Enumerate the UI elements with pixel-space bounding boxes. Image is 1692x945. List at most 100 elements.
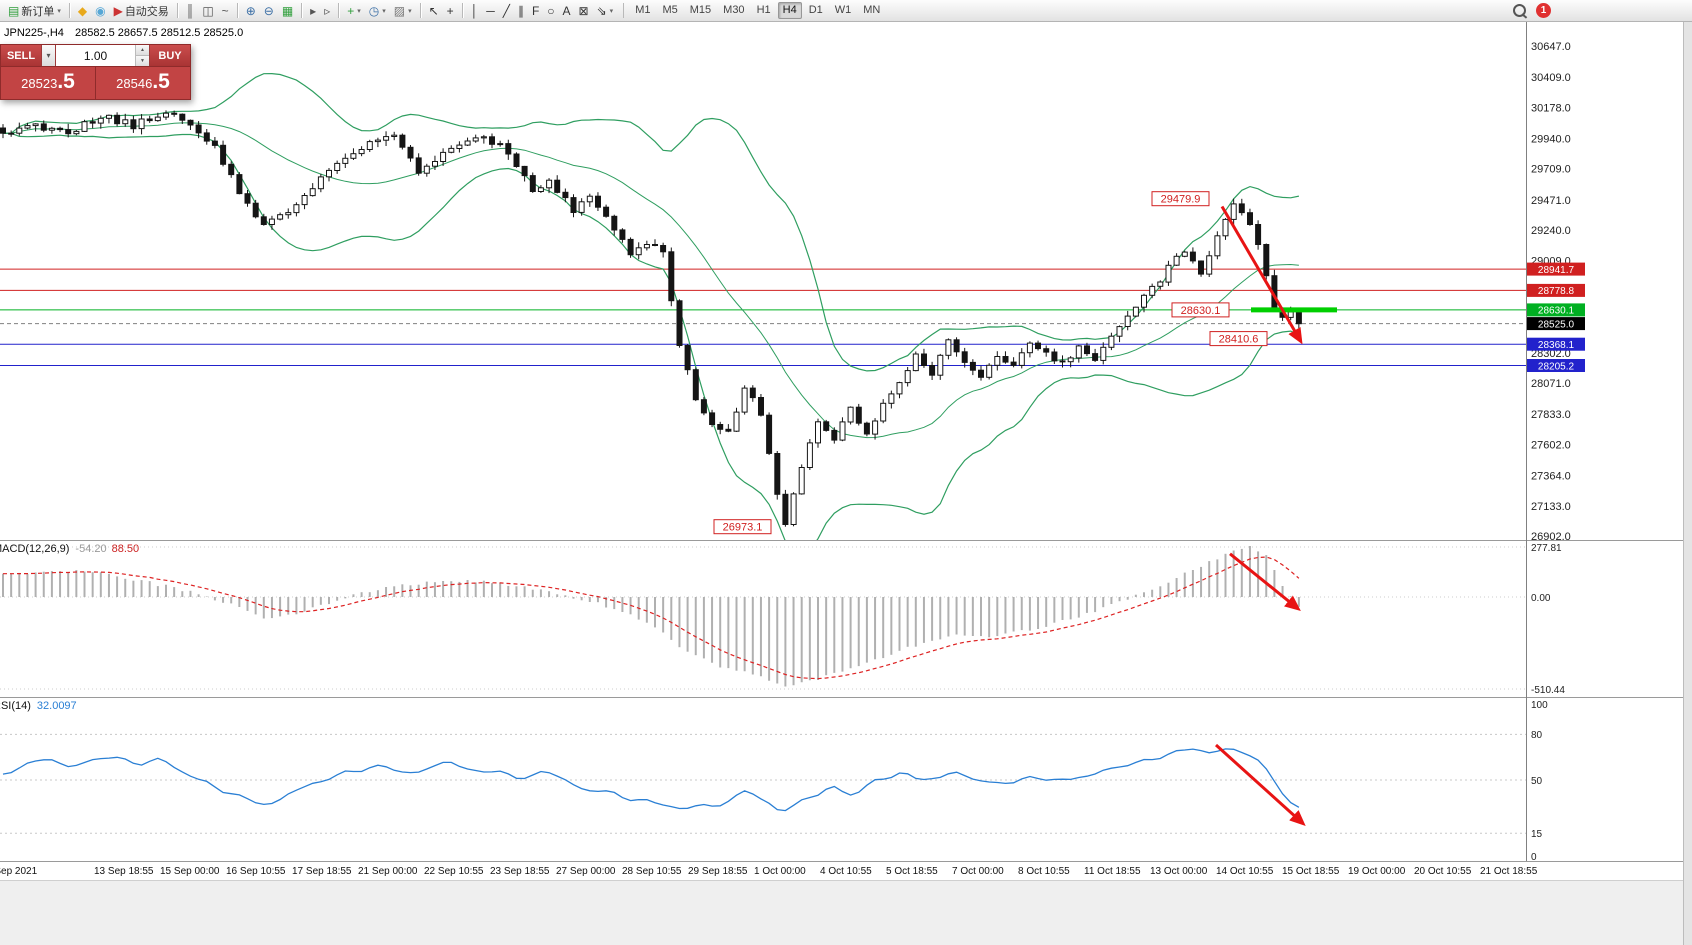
macd-axis-label: -510.44 bbox=[1531, 685, 1565, 696]
time-axis-label: 21 Sep 00:00 bbox=[358, 866, 418, 877]
buy-price[interactable]: 28546 .5 bbox=[96, 67, 190, 99]
sell-price-prefix: 28523 bbox=[21, 76, 58, 91]
text-label-button[interactable]: ⊠ bbox=[575, 1, 593, 20]
rsi-panel-canvas[interactable]: 100 80 50 15 0 bbox=[0, 697, 1692, 861]
time-axis-label: 5 Oct 18:55 bbox=[886, 866, 938, 877]
vertical-line-button[interactable]: │ bbox=[467, 1, 483, 20]
price-axis-badge bbox=[1527, 283, 1585, 297]
community-button[interactable]: ◉ bbox=[91, 1, 109, 20]
price-axis-badge-text: 28778.8 bbox=[1538, 286, 1575, 297]
chart-title: JPN225-,H4 28582.5 28657.5 28512.5 28525… bbox=[4, 27, 243, 39]
toolbar-separator bbox=[236, 3, 238, 18]
zoom-out-button[interactable]: ⊖ bbox=[260, 1, 278, 20]
price-annotation-box[interactable] bbox=[713, 519, 772, 535]
chevron-down-icon: ▾ bbox=[609, 7, 614, 15]
mql5-wizard-button[interactable]: ◆ bbox=[74, 1, 91, 20]
horizontal-line-button[interactable]: ─ bbox=[482, 1, 499, 20]
timeframe-m15-button[interactable]: M15 bbox=[689, 3, 712, 16]
rsi-indicator-label: RSI(14) 32.0097 bbox=[0, 700, 77, 712]
line-chart-button[interactable]: ~ bbox=[218, 1, 233, 20]
buy-button[interactable]: BUY bbox=[150, 45, 190, 66]
text-button[interactable]: A bbox=[559, 1, 575, 20]
timeframe-toolbar: M1 M5 M15 M30 H1 H4 D1 W1 MN bbox=[623, 1, 886, 20]
sell-button[interactable]: SELL bbox=[1, 45, 41, 66]
price-chart-canvas[interactable]: 29479.9 28630.1 28410.6 26973.1 30647.0 30409… bbox=[0, 22, 1692, 540]
tile-windows-button[interactable]: ▦ bbox=[278, 1, 297, 20]
mql5-wizard-icon: ◆ bbox=[77, 3, 88, 18]
price-annotation-box[interactable] bbox=[1151, 191, 1210, 207]
toolbar-separator bbox=[176, 3, 178, 18]
time-axis-label: 21 Oct 18:55 bbox=[1480, 866, 1538, 877]
bar-chart-button[interactable]: ║ bbox=[182, 1, 199, 20]
price-annotation-box[interactable] bbox=[1209, 331, 1268, 347]
shapes-button[interactable]: ○ bbox=[543, 1, 558, 20]
timeframe-m5-button[interactable]: M5 bbox=[662, 3, 678, 16]
timeframe-m30-button[interactable]: M30 bbox=[723, 3, 745, 16]
templates-button[interactable]: ▨ ▾ bbox=[390, 1, 416, 20]
timeframe-h1-button[interactable]: H1 bbox=[756, 3, 771, 16]
text-icon: A bbox=[562, 3, 571, 18]
equidistant-channel-icon: ∥ bbox=[517, 3, 524, 18]
toolbar-separator bbox=[338, 3, 340, 18]
time-axis[interactable]: 9 Sep 2021 13 Sep 18:55 15 Sep 00:00 16 Sep… bbox=[0, 861, 1692, 880]
spinner-up-icon[interactable]: ▲ bbox=[136, 45, 149, 56]
chart-shift-button[interactable]: ▹ bbox=[320, 1, 334, 20]
spinner-down-icon[interactable]: ▼ bbox=[136, 56, 149, 66]
new-order-label: 新订单 bbox=[21, 5, 55, 18]
price-annotation-text: 29479.9 bbox=[1161, 194, 1201, 206]
cursor-icon: ↖ bbox=[428, 3, 439, 18]
price-annotation-box[interactable] bbox=[1171, 302, 1230, 318]
text-label-icon: ⊠ bbox=[578, 3, 589, 18]
crosshair-button[interactable]: + bbox=[443, 1, 458, 20]
price-axis-label: 29009.0 bbox=[1531, 255, 1571, 267]
price-axis-badge-text: 28368.1 bbox=[1538, 340, 1575, 351]
rsi-downtrend-arrow[interactable] bbox=[1214, 743, 1306, 826]
zoom-in-button[interactable]: ⊕ bbox=[242, 1, 260, 20]
downtrend-arrow[interactable] bbox=[1220, 205, 1303, 345]
one-click-trading-panel: SELL ▾ 1.00 ▲ ▼ BUY 28523 .5 28546 bbox=[0, 44, 191, 100]
toolbar-separator bbox=[301, 3, 303, 18]
equidistant-channel-button[interactable]: ∥ bbox=[514, 1, 528, 20]
trade-panel-controls: SELL ▾ 1.00 ▲ ▼ BUY bbox=[1, 45, 190, 66]
macd-panel-canvas[interactable]: 277.81 0.00 -510.44 bbox=[0, 540, 1692, 697]
autotrading-button[interactable]: ▶ 自动交易 bbox=[110, 1, 173, 20]
search-icon[interactable] bbox=[1512, 3, 1527, 18]
shapes-icon: ○ bbox=[547, 3, 555, 18]
trend-line-button[interactable]: ╱ bbox=[499, 1, 514, 20]
timeframe-m1-button[interactable]: M1 bbox=[635, 3, 651, 16]
indicators-button[interactable]: + ▾ bbox=[343, 1, 365, 20]
notification-badge[interactable]: 1 bbox=[1536, 3, 1551, 18]
sell-price[interactable]: 28523 .5 bbox=[1, 67, 96, 99]
time-axis-label: 22 Sep 10:55 bbox=[424, 866, 484, 877]
time-axis-label: 13 Oct 00:00 bbox=[1150, 866, 1208, 877]
fibonacci-retracement-button[interactable]: F bbox=[528, 1, 543, 20]
timeframe-h4-button[interactable]: H4 bbox=[777, 1, 802, 20]
timeframe-mn-button[interactable]: MN bbox=[863, 3, 881, 16]
price-axis-label: 29940.0 bbox=[1531, 134, 1571, 146]
auto-scroll-button[interactable]: ▸ bbox=[306, 1, 320, 20]
periods-button[interactable]: ◷ ▾ bbox=[365, 1, 390, 20]
right-scrollbar[interactable] bbox=[1683, 22, 1692, 945]
new-order-button[interactable]: ▤ 新订单 ▾ bbox=[4, 1, 65, 20]
timeframe-d1-button[interactable]: D1 bbox=[808, 3, 823, 16]
candlestick-chart-button[interactable]: ◫ bbox=[198, 1, 217, 20]
macd-main-value: -54.20 bbox=[75, 543, 107, 555]
crosshair-icon: + bbox=[446, 3, 454, 18]
rsi-axis-label: 15 bbox=[1531, 829, 1543, 840]
annotations-layer[interactable]: 29479.9 28630.1 28410.6 26973.1 bbox=[713, 191, 1337, 535]
bollinger-bands-layer bbox=[2, 72, 1300, 540]
community-icon: ◉ bbox=[95, 3, 106, 18]
price-axis-label: 27833.0 bbox=[1531, 409, 1571, 421]
toolbar-right: 1 bbox=[1512, 3, 1551, 18]
macd-downtrend-arrow[interactable] bbox=[1229, 552, 1301, 612]
chevron-down-icon[interactable]: ▾ bbox=[41, 45, 56, 66]
timeframe-w1-button[interactable]: W1 bbox=[834, 3, 852, 16]
price-axis-label: 30178.0 bbox=[1531, 102, 1571, 114]
price-axis-label: 27133.0 bbox=[1531, 501, 1571, 513]
cursor-button[interactable]: ↖ bbox=[425, 1, 443, 20]
price-axis-badge bbox=[1527, 262, 1585, 276]
volume-value[interactable]: 1.00 bbox=[83, 48, 108, 63]
trade-panel-prices: 28523 .5 28546 .5 bbox=[1, 66, 190, 99]
macd-signal-line bbox=[3, 556, 1300, 680]
arrow-objects-button[interactable]: ⇘ ▾ bbox=[593, 1, 618, 20]
